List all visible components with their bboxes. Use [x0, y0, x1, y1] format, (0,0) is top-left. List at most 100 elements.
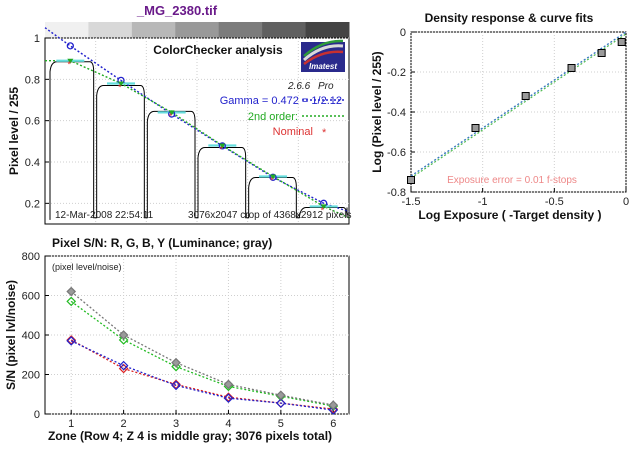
x-tick-label: 3 [173, 418, 179, 430]
y-tick-label: 1 [34, 33, 40, 45]
snr-point [118, 330, 129, 340]
measured-point [320, 204, 327, 210]
snr-point [276, 390, 286, 401]
imatest-logo: Imatest [301, 39, 345, 72]
snr-point [66, 336, 77, 346]
snr-point [171, 357, 181, 368]
measured-point [270, 174, 276, 180]
density-point [471, 124, 480, 132]
colorchecker-points: * * * * * * [56, 42, 338, 215]
measured-point [168, 110, 175, 116]
x-tick-label: 5 [278, 418, 284, 430]
nominal-point [66, 42, 74, 50]
measured-point [219, 143, 226, 149]
pixel-level-trace [49, 61, 348, 220]
nominal-star: * [67, 60, 71, 70]
y-tick-label: 600 [22, 291, 40, 303]
gray-patch [45, 22, 89, 38]
nominal-star: * [169, 111, 173, 121]
snr-point [118, 360, 129, 371]
nominal-point [269, 173, 277, 181]
gray-patch [131, 22, 176, 38]
x-tick-label: -0.5 [545, 196, 564, 208]
density-plot-area [410, 31, 627, 193]
density-y-axis-label: Log (Pixel level / 255) [370, 51, 384, 172]
y-tick-label: 0.6 [25, 116, 40, 128]
snr-series-group [66, 336, 339, 415]
snr-point [328, 405, 339, 415]
nominal-star: * [219, 144, 223, 154]
density-chart: Density response & curve fits -1.5 -1 -0.5… [370, 11, 629, 222]
snr-ticks: 1 2 3 4 5 6 0 200 400 600 800 [22, 251, 337, 430]
gray-patch [218, 22, 263, 38]
snr-point [171, 361, 181, 372]
timestamp-label: 12-Mar-2008 22:54:11 [55, 210, 154, 221]
snr-series [66, 286, 339, 415]
gamma-fit-line [44, 27, 350, 213]
gray-patch [262, 22, 307, 38]
logo-text: Imatest [309, 62, 337, 71]
nominal-point [218, 142, 226, 150]
snr-plot-area [44, 255, 350, 415]
density-point [617, 38, 626, 46]
density-point [521, 92, 530, 100]
snr-point [223, 379, 234, 390]
y-tick-label: 0 [400, 27, 406, 39]
density-points [407, 33, 627, 184]
version-label: 2.6.6 [287, 81, 311, 92]
y-tick-label: -0.2 [387, 67, 406, 79]
snr-y-axis-label: S/N (pixel lvl/noise) [4, 280, 18, 390]
snr-point [223, 393, 234, 404]
snr-subtitle: (pixel level/noise) [52, 262, 122, 272]
y-tick-label: 0.2 [25, 198, 40, 210]
x-tick-label: 2 [121, 418, 127, 430]
snr-point [223, 392, 234, 403]
colorchecker-title: ColorChecker analysis [153, 43, 283, 57]
nominal-star: * [270, 175, 274, 185]
snr-x-axis-label: Zone (Row 4; Z 4 is middle gray; 3076 pi… [48, 429, 332, 443]
snr-chart: 1 2 3 4 5 6 0 200 400 600 800 Pixel S/N: R, G, B, … [4, 236, 350, 443]
density-x-axis-label: Log Exposure ( -Target density ) [418, 208, 601, 222]
gray-patch [305, 22, 350, 38]
colorchecker-grid [45, 37, 349, 224]
nominal-star: * [118, 82, 122, 92]
snr-series-line [70, 291, 334, 406]
snr-series-group [66, 286, 339, 410]
y-tick-label: -0.8 [387, 187, 406, 199]
x-tick-label: -1 [478, 196, 488, 208]
snr-point [171, 380, 181, 391]
density-title: Density response & curve fits [425, 11, 594, 25]
logo-swoosh-green [303, 39, 344, 57]
y-tick-label: -0.6 [387, 147, 406, 159]
density-ticks: -1.5 -1 -0.5 0 -0.8 -0.6 -0.4 -0.2 0 [387, 27, 629, 208]
gamma-label: Gamma = 0.472 = 1/2.12 [220, 95, 342, 107]
measured-point [118, 81, 124, 87]
snr-point [66, 335, 77, 345]
x-tick-label: 4 [225, 418, 231, 430]
y-tick-label: 0.8 [25, 74, 40, 86]
snr-point [118, 335, 129, 345]
colorchecker-chart: 0.2 0.4 0.6 0.8 1 * * * * * * ColorChecker analys… [7, 22, 351, 225]
y-tick-label: 0 [34, 409, 40, 421]
x-tick-label: 6 [330, 418, 336, 430]
second-order-series [45, 60, 350, 219]
nominal-star: * [321, 205, 325, 215]
gray-patch [88, 22, 133, 38]
density-fit-second [410, 33, 627, 179]
exposure-error-label: Exposure error = 0.01 f-stops [447, 175, 577, 186]
snr-series-line [70, 340, 334, 411]
density-point [567, 64, 576, 72]
snr-series-line [70, 339, 334, 410]
y-tick-label: 800 [22, 251, 40, 263]
x-tick-label: 1 [68, 418, 74, 430]
edition-label: Pro [318, 81, 334, 92]
snr-point [328, 400, 339, 410]
measured-point [67, 58, 74, 64]
y-tick-label: 200 [22, 370, 40, 382]
density-point [407, 176, 415, 184]
y-tick-label: -0.4 [387, 107, 406, 119]
colorchecker-y-axis-label: Pixel level / 255 [7, 87, 21, 175]
snr-title: Pixel S/N: R, G, B, Y (Luminance; gray) [52, 236, 272, 250]
x-tick-label: 0 [623, 196, 629, 208]
